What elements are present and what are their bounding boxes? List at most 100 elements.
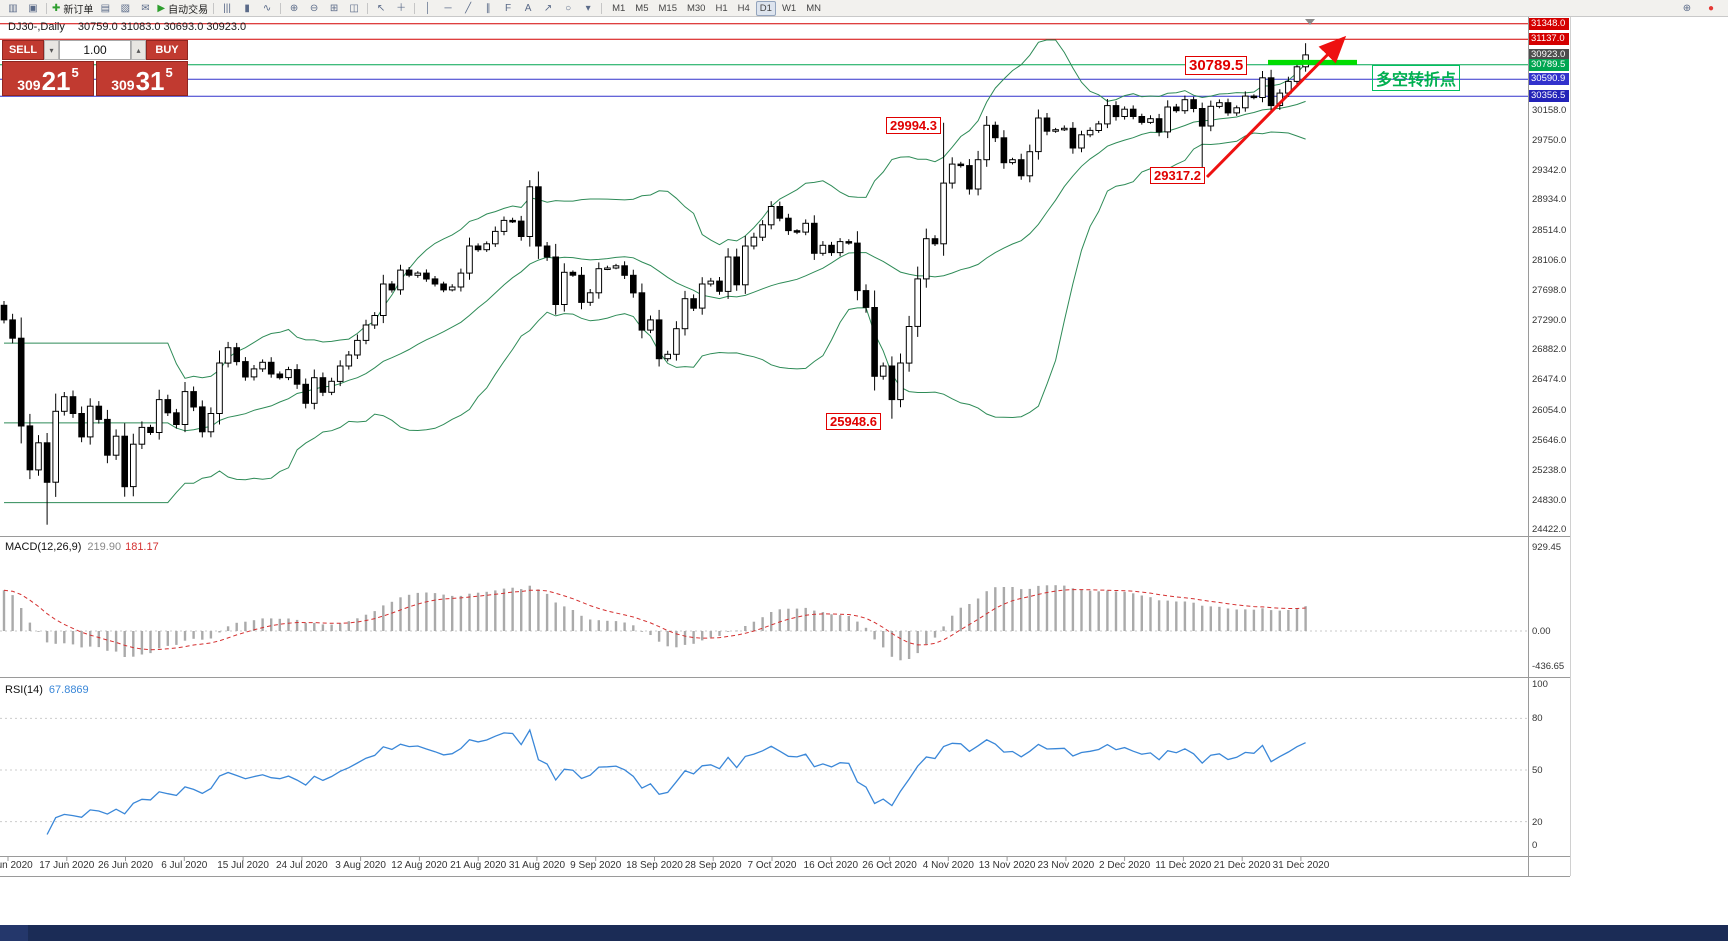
cursor-icon[interactable]: ↖ (371, 1, 391, 16)
zoom-in-icon[interactable]: ⊕ (284, 1, 304, 16)
vertical-line-icon: │ (424, 2, 432, 14)
trendline-icon[interactable]: ╱ (458, 1, 478, 16)
new-order-button: ✚ (52, 2, 61, 14)
toolbar-separator (367, 2, 369, 14)
price-scale-marker: 30923.0 (1529, 48, 1569, 61)
timeframe-m5[interactable]: M5 (635, 2, 649, 14)
cursor-icon: ↖ (376, 2, 386, 14)
candlestick-chart-icon[interactable]: ▮ (237, 1, 257, 16)
one-click-trading-panel: SELL ▾ 1.00 ▴ BUY 309 21 5 309 31 5 (2, 40, 188, 96)
date-axis-label: 15 Jul 2020 (217, 860, 269, 871)
channel-icon: ∥ (485, 2, 491, 14)
macd-signal-value: 181.17 (125, 541, 159, 553)
volume-increase-button[interactable]: ▴ (131, 40, 146, 60)
timeframe-m15[interactable]: M15 (658, 2, 677, 14)
sell-price-prefix: 309 (17, 77, 41, 93)
new-order-button[interactable]: ✚ 新订单 (50, 1, 95, 16)
arrow-object-icon[interactable]: ↗ (538, 1, 558, 16)
start-button[interactable] (0, 925, 28, 941)
swing-low-label-29317[interactable]: 29317.2 (1150, 167, 1205, 184)
timeframe-toolbar: M1 M5 M15 M30 H1 H4 D1 W1 MN (607, 0, 826, 16)
alert-badge-icon[interactable]: ● (1707, 2, 1715, 14)
buy-price-big-digits: 31 (135, 66, 165, 96)
rsi-value: 67.8869 (48, 684, 89, 696)
cascade-windows-icon[interactable]: ◫ (344, 1, 364, 16)
buy-button[interactable]: BUY (146, 40, 188, 60)
resistance-price-label[interactable]: 30789.5 (1185, 56, 1248, 75)
turning-point-label[interactable]: 多空转折点 (1372, 65, 1461, 91)
date-axis-label: 9 Sep 2020 (570, 860, 622, 871)
swing-high-label[interactable]: 29994.3 (886, 117, 941, 134)
chart-window-icon[interactable]: ▤ (95, 1, 115, 16)
timeframe-d1[interactable]: D1 (755, 0, 776, 16)
zoom-out-icon[interactable]: ⊖ (304, 1, 324, 16)
panel-splitter-macd[interactable] (0, 536, 1570, 539)
chart-window-icon: ▤ (100, 2, 111, 14)
date-axis-label: 4 Nov 2020 (922, 860, 974, 871)
timeframe-m30[interactable]: M30 (686, 2, 706, 14)
auto-trading-button[interactable]: ▶ 自动交易 (155, 1, 210, 16)
vertical-line-icon[interactable]: │ (418, 1, 438, 16)
taskbar[interactable] (0, 925, 1728, 941)
bar-chart-icon[interactable]: ||| (217, 1, 237, 16)
date-axis-label: 11 Dec 2020 (1155, 860, 1212, 871)
swing-low-label-25948[interactable]: 25948.6 (826, 413, 881, 430)
crosshair-icon[interactable]: ＋ (391, 1, 411, 16)
toolbar-separator (601, 2, 603, 14)
mailbox-icon[interactable]: ✉ (135, 1, 155, 16)
candlestick-chart-icon: ▮ (244, 2, 250, 14)
channel-icon[interactable]: ∥ (478, 1, 498, 16)
shapes-icon[interactable]: ○ (558, 1, 578, 16)
symbol-title: DJ30-,Daily (8, 21, 65, 33)
terminal-icon[interactable]: ▧ (115, 1, 135, 16)
price-scale-tick: 25238.0 (1532, 464, 1567, 476)
arrow-object-icon: ↗ (543, 2, 553, 14)
charts-icon[interactable]: ▥ (3, 1, 23, 16)
panel-splitter-rsi[interactable] (0, 677, 1570, 680)
profiles-icon[interactable]: ▣ (23, 1, 43, 16)
date-axis-label: 31 Dec 2020 (1272, 860, 1330, 871)
crosshair-icon: ＋ (396, 2, 407, 14)
horizontal-line-icon: ─ (444, 2, 452, 14)
macd-indicator-label: MACD(12,26,9) 219.90 181.17 (5, 541, 159, 553)
macd-scale-tick: -436.65 (1532, 661, 1565, 672)
text-icon[interactable]: A (518, 1, 538, 16)
price-scale[interactable]: 30158.0 29750.0 29342.0 28934.0 28514.0 28106… (1528, 17, 1570, 876)
tile-windows-icon[interactable]: ⊞ (324, 1, 344, 16)
timeframe-h4[interactable]: H4 (737, 2, 750, 14)
line-chart-icon: ∿ (262, 2, 272, 14)
sell-price-display[interactable]: 309 21 5 (2, 61, 94, 96)
timeframe-h1[interactable]: H1 (715, 2, 728, 14)
price-scale-tick: 28106.0 (1532, 254, 1567, 266)
volume-decrease-button[interactable]: ▾ (44, 40, 59, 60)
macd-main-value: 219.90 (87, 541, 122, 553)
price-scale-tick: 25646.0 (1532, 434, 1567, 446)
fibonacci-icon[interactable]: F (498, 1, 518, 16)
timeframe-mn[interactable]: MN (806, 2, 821, 14)
zoom-tool-icon[interactable]: ⊕ (1682, 2, 1692, 14)
timeframe-w1[interactable]: W1 (781, 2, 797, 14)
line-chart-icon[interactable]: ∿ (257, 1, 277, 16)
date-axis-label: 21 Dec 2020 (1213, 860, 1271, 871)
horizontal-line-icon[interactable]: ─ (438, 1, 458, 16)
price-scale-tick: 30158.0 (1532, 104, 1567, 116)
dropdown-icon[interactable]: ▾ (578, 1, 598, 16)
terminal-icon: ▧ (120, 2, 131, 14)
text-icon: A (524, 2, 532, 14)
buy-price-display[interactable]: 309 31 5 (96, 61, 188, 96)
price-scale-tick: 24422.0 (1532, 524, 1567, 536)
volume-input[interactable]: 1.00 (59, 40, 131, 60)
price-scale-tick: 27698.0 (1532, 284, 1567, 296)
sell-button[interactable]: SELL (2, 40, 44, 60)
price-scale-tick: 26474.0 (1532, 374, 1567, 386)
date-axis-label: 13 Nov 2020 (978, 860, 1036, 871)
date-axis-label: 18 Sep 2020 (626, 860, 683, 871)
price-scale-tick: 26882.0 (1532, 344, 1567, 356)
toolbar: ▥ ▣ ✚ 新订单 ▤ ▧ ✉ ▶ 自动交易 ||| ▮ ∿ ⊕ ⊖ ⊞ ◫ ↖ ＋ │ ─ ╱ ∥ F A ↗ ○ ▾ M1 M5 M… (0, 0, 1728, 17)
date-axis-label: 21 Aug 2020 (450, 860, 507, 871)
date-axis-label: 26 Oct 2020 (862, 860, 917, 871)
timeframe-m1[interactable]: M1 (612, 2, 626, 14)
price-scale-marker: 31348.0 (1529, 17, 1569, 30)
